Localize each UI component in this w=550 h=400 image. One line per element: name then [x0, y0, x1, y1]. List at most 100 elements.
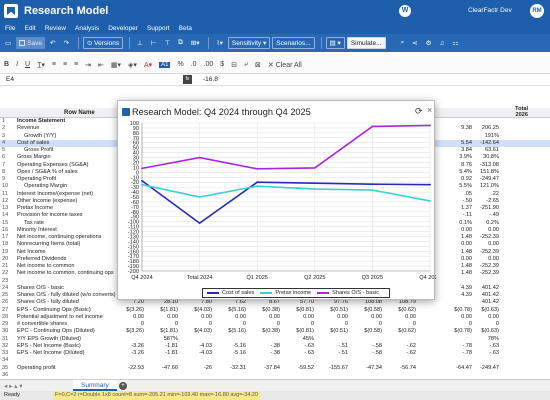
- table-row[interactable]: 14 Provision for income taxes -.11 -.49: [0, 212, 550, 219]
- fill-color-icon[interactable]: ◈▾: [128, 61, 137, 69]
- table-cell[interactable]: -.38: [270, 350, 280, 356]
- legend-item[interactable]: Pretax income: [260, 290, 311, 296]
- table-cell-total[interactable]: -252.39: [480, 270, 499, 277]
- table-row[interactable]: 5 Gross Profit 3.84 63.61: [0, 147, 550, 154]
- font-style-badge[interactable]: A1: [159, 61, 171, 68]
- align-center-icon[interactable]: ≡: [62, 61, 68, 68]
- workspace-badge[interactable]: W: [399, 5, 411, 17]
- row-number[interactable]: 10: [2, 183, 9, 190]
- row-number[interactable]: 12: [2, 197, 9, 204]
- table-cell[interactable]: 7.80: [201, 299, 212, 306]
- menu-analysis[interactable]: Analysis: [75, 24, 100, 32]
- indent-icon[interactable]: ⇥: [85, 61, 92, 69]
- row-label[interactable]: EPS - Net Income (Basic): [17, 342, 81, 349]
- table-cell[interactable]: -.58: [372, 350, 382, 356]
- table-cell[interactable]: 0.92: [461, 176, 472, 182]
- formula-input[interactable]: -16.8: [203, 76, 218, 83]
- row-number[interactable]: 9: [2, 176, 6, 182]
- table-cell[interactable]: $(3.26): [126, 306, 144, 313]
- table-cell-total[interactable]: $(0.63): [481, 328, 499, 335]
- row-label[interactable]: Net Income: [17, 248, 46, 255]
- chart-icon[interactable]: ⌇▾: [216, 40, 223, 47]
- table-cell[interactable]: 587%: [163, 335, 178, 342]
- table-cell[interactable]: -.63: [304, 342, 314, 349]
- close-icon[interactable]: ×: [427, 105, 433, 115]
- row-label[interactable]: Pretax Income: [17, 205, 54, 211]
- undo-icon[interactable]: ↶: [49, 40, 56, 47]
- table-cell[interactable]: -1.81: [165, 350, 178, 356]
- gear-icon[interactable]: ⚙: [425, 40, 432, 47]
- table-cell[interactable]: 1.48: [461, 263, 472, 269]
- table-cell[interactable]: 5.5%: [459, 183, 472, 190]
- row-number[interactable]: 4: [2, 139, 6, 146]
- table-cell-total[interactable]: 401.42: [481, 292, 499, 298]
- apps-icon[interactable]: ⚏: [452, 40, 459, 47]
- table-cell[interactable]: -.62: [406, 342, 416, 349]
- table-cell[interactable]: -.58: [372, 342, 382, 349]
- table-cell[interactable]: 0: [412, 321, 416, 327]
- menu-beta[interactable]: Beta: [178, 24, 193, 32]
- row-number[interactable]: 2: [2, 125, 6, 132]
- table-cell-total[interactable]: -249.47: [480, 364, 499, 371]
- row-number[interactable]: 6: [2, 154, 6, 161]
- table-cell[interactable]: $(0.51): [330, 306, 348, 313]
- table-cell[interactable]: 0: [310, 321, 314, 327]
- table-cell-total[interactable]: 78%: [487, 335, 499, 342]
- table-cell[interactable]: $(0.78): [454, 306, 472, 313]
- table-cell[interactable]: 0: [174, 321, 178, 327]
- merge-icon[interactable]: ⊟: [231, 61, 238, 69]
- table-cell[interactable]: -3.26: [131, 342, 144, 349]
- table-row[interactable]: 30 EPC - Continuing Ops (Diluted) $(3.26) $…: [0, 328, 550, 335]
- align-right-icon[interactable]: ≡: [74, 61, 79, 68]
- table-cell[interactable]: 0.00: [337, 313, 348, 320]
- table-cell-total[interactable]: 0.00: [488, 226, 499, 233]
- row-number[interactable]: 8: [2, 168, 6, 175]
- row-number[interactable]: 14: [2, 212, 9, 219]
- table-row[interactable]: 34: [0, 357, 550, 364]
- table-cell-total[interactable]: 206.25: [481, 125, 499, 132]
- legend-item[interactable]: Cost of sales: [207, 290, 254, 296]
- border-icon[interactable]: ▦▾: [110, 61, 122, 69]
- org-name[interactable]: ClearFactr Dev: [468, 7, 512, 14]
- table-row[interactable]: 17 Net income, continuing operations 1.48 -…: [0, 234, 550, 241]
- chart-dialog[interactable]: Research Model: Q4 2024 through Q4 2025 …: [117, 100, 436, 300]
- table-cell[interactable]: 0: [208, 321, 212, 327]
- table-cell-total[interactable]: 151.8%: [480, 168, 499, 175]
- row-number[interactable]: 11: [2, 190, 8, 197]
- table-row[interactable]: 6 Gross Margin 3.9% 30.8%: [0, 154, 550, 161]
- table-cell[interactable]: 0.00: [371, 313, 382, 320]
- table-row[interactable]: 9 Operating Profit 0.92 -249.47: [0, 176, 550, 183]
- sensitivity-button[interactable]: Sensitivity ▾: [227, 37, 271, 49]
- table-cell[interactable]: 8.76: [461, 161, 472, 168]
- table-row[interactable]: 10 Operating Margin 5.5% 121.0%: [0, 183, 550, 190]
- grid-icon[interactable]: ⊞▾: [190, 40, 200, 47]
- row-number[interactable]: 23: [2, 277, 9, 284]
- table-row[interactable]: 27 EPS - Continuing Ops (Basic) $(3.26) $(1…: [0, 307, 550, 314]
- row-number[interactable]: 24: [2, 284, 9, 291]
- row-number[interactable]: 22: [2, 270, 9, 277]
- table-cell[interactable]: 97.76: [334, 299, 348, 306]
- row-number[interactable]: 35: [2, 364, 9, 371]
- redo-icon[interactable]: ↷: [63, 40, 69, 47]
- table-cell[interactable]: $(3.26): [126, 328, 144, 335]
- search-icon[interactable]: ⌕: [400, 39, 405, 46]
- row-label[interactable]: Operating Profit: [17, 176, 57, 182]
- table-cell[interactable]: $(0.62): [398, 306, 416, 313]
- table-cell-total[interactable]: -251.90: [480, 205, 499, 211]
- row-label[interactable]: EPS - Net Income (Diluted): [17, 350, 85, 356]
- table-cell[interactable]: -5.16: [233, 342, 246, 349]
- clear-all-button[interactable]: ✕ Clear All: [267, 61, 302, 69]
- table-cell-total[interactable]: 401.42: [481, 299, 499, 306]
- row-label[interactable]: Shares O/S - basic: [17, 284, 64, 291]
- table-cell[interactable]: $(1.81): [160, 328, 178, 335]
- table-cell[interactable]: -37.84: [264, 364, 280, 371]
- table-cell-total[interactable]: -2.65: [486, 197, 499, 204]
- save-button[interactable]: Save: [16, 37, 45, 49]
- table-cell-total[interactable]: 121.0%: [480, 183, 499, 190]
- table-cell[interactable]: $(1.81): [160, 306, 178, 313]
- row-label[interactable]: Operating Expenses (SG&A): [17, 161, 89, 168]
- row-label[interactable]: Net income to common: [17, 263, 75, 269]
- table-cell[interactable]: 1.48: [461, 248, 472, 255]
- row-label[interactable]: Nonrecurring Items (total): [17, 241, 81, 248]
- menu-support[interactable]: Support: [146, 24, 170, 32]
